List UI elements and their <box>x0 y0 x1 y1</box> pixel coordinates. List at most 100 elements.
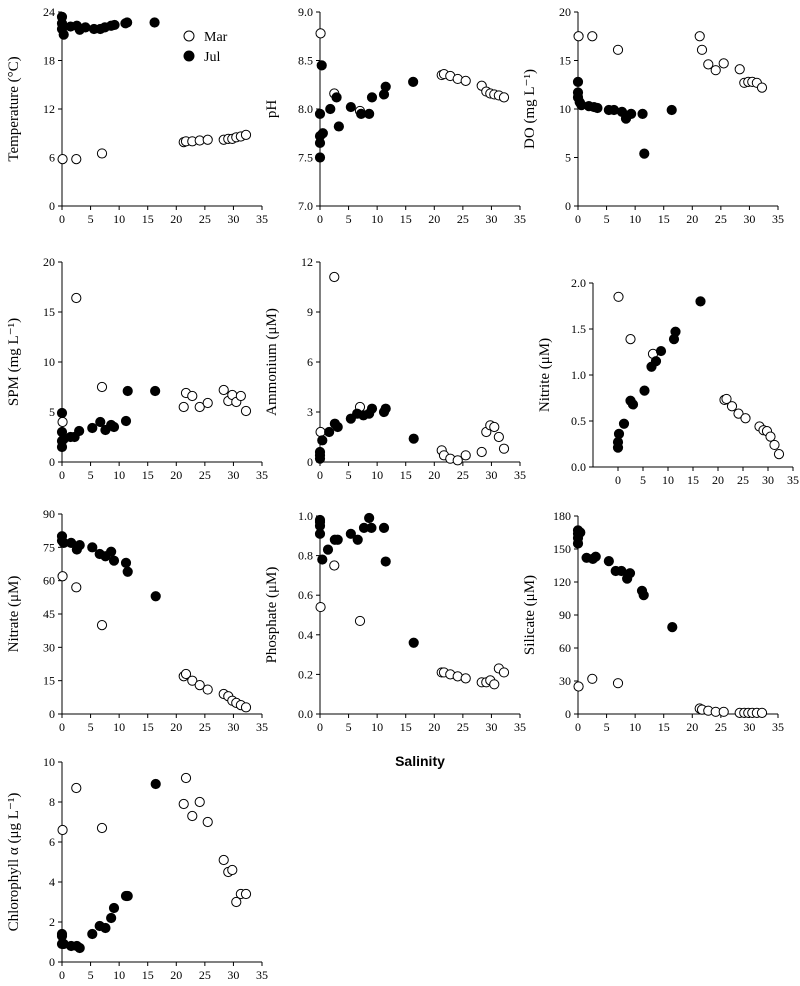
point-jul <box>695 296 706 307</box>
point-mar <box>769 439 780 451</box>
point-mar <box>187 390 198 402</box>
point-mar <box>765 431 776 442</box>
point-jul <box>317 554 328 565</box>
y-tick-label: 2 <box>49 915 55 929</box>
x-tick-label: 35 <box>787 473 799 487</box>
y-tick-label: 30 <box>559 674 571 688</box>
point-mar <box>613 291 624 302</box>
x-tick-label: 0 <box>59 968 65 982</box>
y-tick-label: 9 <box>307 305 313 319</box>
x-tick-label: 5 <box>346 720 352 734</box>
point-mar <box>710 65 721 76</box>
point-jul <box>575 527 586 538</box>
y-tick-label: 0.2 <box>298 667 313 681</box>
panel-spm: 0 5 10 15 20 0 5 10 15 20 25 30 35 SPM (mg L⁻¹) <box>6 255 268 482</box>
point-jul <box>58 29 69 40</box>
point-mar <box>460 75 471 86</box>
point-jul <box>74 425 85 437</box>
point-mar <box>498 443 510 454</box>
y-tick-label: 0 <box>307 455 313 469</box>
point-jul <box>150 591 161 602</box>
point-jul <box>667 622 678 633</box>
point-jul <box>655 345 667 357</box>
x-tick-label: 25 <box>737 473 749 487</box>
y-tick-label: 30 <box>43 640 55 654</box>
point-jul <box>590 551 601 562</box>
x-tick-label: 30 <box>762 473 774 487</box>
point-mar <box>218 384 229 396</box>
y-tick-label: 8.5 <box>298 54 313 68</box>
point-jul <box>332 534 343 545</box>
point-mar <box>315 28 326 39</box>
x-tick-label: 35 <box>772 720 784 734</box>
point-mar <box>194 680 205 691</box>
point-mar <box>71 154 82 165</box>
point-mar <box>498 92 510 103</box>
point-mar <box>696 44 708 55</box>
x-tick-label: 10 <box>371 720 383 734</box>
point-jul <box>572 76 584 87</box>
x-tick-label: 20 <box>170 212 182 226</box>
point-mar <box>187 810 198 822</box>
point-mar <box>718 706 729 717</box>
point-mar <box>202 134 213 145</box>
point-jul <box>106 912 117 924</box>
point-mar <box>57 824 68 836</box>
x-tick-label: 15 <box>400 720 412 734</box>
point-mar <box>240 129 252 140</box>
point-mar <box>315 426 326 438</box>
point-mar <box>587 673 598 684</box>
x-tick-label: 35 <box>256 212 268 226</box>
x-tick-label: 15 <box>142 468 154 482</box>
y-axis-label: Nitrate (μM) <box>6 576 22 653</box>
point-mar <box>57 571 68 582</box>
y-tick-label: 60 <box>559 641 571 655</box>
y-axis-label: Silicate (μM) <box>522 575 538 655</box>
point-mar <box>354 615 366 627</box>
y-tick-label: 8 <box>49 795 55 809</box>
x-tick-label: 0 <box>317 212 323 226</box>
y-tick-label: 10 <box>43 355 55 369</box>
point-jul <box>122 17 133 28</box>
y-tick-label: 75 <box>43 540 55 554</box>
x-tick-label: 10 <box>371 468 383 482</box>
point-jul <box>316 60 327 71</box>
x-tick-label: 35 <box>772 212 784 226</box>
point-jul <box>380 556 391 567</box>
y-axis-label: DO (mg L⁻¹) <box>522 69 538 149</box>
point-mar <box>202 397 213 409</box>
point-mar <box>194 796 205 808</box>
panel-nitrite: 0.0 0.5 1.0 1.5 2.0 0 5 10 15 20 25 30 35 Nitrite (μM… <box>537 276 799 487</box>
y-axis-label: Temperature (°C) <box>6 56 22 161</box>
x-tick-label: 10 <box>113 468 125 482</box>
x-tick-label: 30 <box>227 968 239 982</box>
x-tick-label: 30 <box>743 212 755 226</box>
x-tick-label: 15 <box>687 473 699 487</box>
x-axis-label: Salinity <box>395 753 445 769</box>
point-jul <box>408 76 419 87</box>
y-tick-label: 0.6 <box>298 588 313 602</box>
x-tick-label: 5 <box>604 212 610 226</box>
point-jul <box>639 148 650 159</box>
point-jul <box>616 565 627 577</box>
point-jul <box>314 108 326 119</box>
y-axis-label: Phosphate (μM) <box>264 567 280 664</box>
x-tick-label: 30 <box>743 720 755 734</box>
point-jul <box>325 103 336 115</box>
point-mar <box>460 450 471 461</box>
y-tick-label: 0 <box>49 707 55 721</box>
point-jul <box>122 566 133 577</box>
point-mar <box>460 673 471 684</box>
x-tick-label: 5 <box>88 968 94 982</box>
y-tick-label: 0 <box>565 199 571 213</box>
point-mar <box>573 31 584 42</box>
x-tick-label: 5 <box>88 212 94 226</box>
y-tick-label: 0.0 <box>298 707 313 721</box>
panel-nitrate: 0 15 30 45 60 75 90 0 5 10 15 20 25 30 35 Nitrate (μM) <box>6 507 268 734</box>
x-tick-label: 30 <box>227 212 239 226</box>
point-jul <box>56 928 68 940</box>
y-tick-label: 60 <box>43 574 55 588</box>
point-jul <box>638 590 649 601</box>
point-mar <box>756 82 768 93</box>
